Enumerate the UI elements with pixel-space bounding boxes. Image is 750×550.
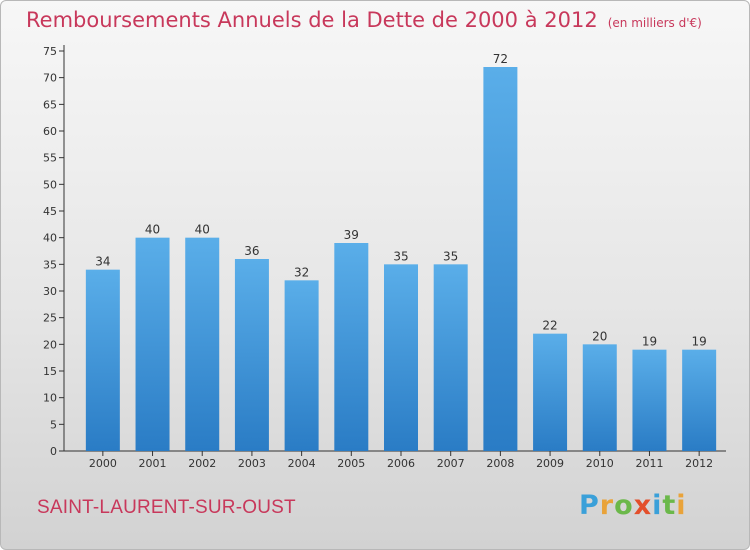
data-label: 36 [244, 244, 259, 258]
bar [433, 264, 468, 451]
x-tick-label: 2003 [238, 457, 266, 470]
y-tick-label: 15 [43, 365, 57, 378]
x-tick-label: 2012 [685, 457, 713, 470]
x-tick-label: 2010 [586, 457, 614, 470]
y-tick-label: 40 [43, 232, 57, 245]
data-label: 34 [95, 255, 110, 269]
place-name: SAINT-LAURENT-SUR-OUST [37, 497, 296, 518]
y-tick-label: 60 [43, 125, 57, 138]
data-label: 40 [195, 223, 210, 237]
data-label: 20 [592, 329, 607, 343]
logo-letter: i [652, 490, 663, 521]
logo-letter: t [662, 490, 677, 521]
logo-letter: x [633, 490, 653, 521]
bar [483, 67, 518, 451]
bars [85, 67, 717, 451]
logo-letter: i [676, 490, 687, 521]
y-tick-label: 75 [43, 45, 57, 58]
logo-letter: r [599, 490, 615, 521]
data-label: 32 [294, 265, 309, 279]
logo-letter: P [579, 490, 600, 521]
bar [533, 333, 568, 451]
y-tick-label: 45 [43, 205, 57, 218]
x-tick-label: 2006 [387, 457, 415, 470]
x-tick-label: 2009 [536, 457, 564, 470]
logo-letter: o [614, 490, 634, 521]
data-label: 72 [493, 52, 508, 66]
data-label: 19 [642, 335, 657, 349]
chart-title-text: Remboursements Annuels de la Dette de 20… [26, 8, 598, 32]
bar [234, 259, 269, 451]
bar [334, 243, 369, 451]
axes: 0 5 10 15 20 25 30 35 40 45 50 55 60 65 70 75 2000 2001 20… [43, 45, 726, 470]
x-tick-label: 2008 [486, 457, 514, 470]
y-tick-label: 70 [43, 72, 57, 85]
data-label: 35 [393, 249, 408, 263]
x-tick-label: 2002 [188, 457, 216, 470]
bar [384, 264, 418, 451]
data-label: 19 [692, 335, 707, 349]
bar [85, 269, 120, 451]
x-tick-label: 2000 [89, 457, 117, 470]
data-label: 35 [443, 249, 458, 263]
y-tick-label: 20 [43, 338, 57, 351]
chart-title: Remboursements Annuels de la Dette de 20… [26, 8, 702, 32]
bar [185, 237, 220, 451]
y-tick-label: 65 [43, 98, 57, 111]
bar [135, 237, 170, 451]
x-tick-label: 2001 [139, 457, 167, 470]
y-tick-label: 0 [50, 445, 57, 458]
y-tick-label: 25 [43, 312, 57, 325]
y-tick-label: 55 [43, 152, 57, 165]
bar [582, 344, 617, 451]
bar [284, 280, 319, 451]
unit-note: (en milliers d'€) [607, 16, 702, 30]
y-tick-label: 50 [43, 178, 57, 191]
x-tick-label: 2005 [337, 457, 365, 470]
x-tick-label: 2011 [635, 457, 663, 470]
y-tick-label: 35 [43, 258, 57, 271]
data-label: 40 [145, 223, 160, 237]
x-tick-label: 2007 [437, 457, 465, 470]
proxiti-logo: Proxiti [579, 490, 687, 521]
x-tick-label: 2004 [288, 457, 316, 470]
y-tick-label: 30 [43, 285, 57, 298]
y-tick-label: 5 [50, 418, 57, 431]
data-label: 22 [542, 319, 557, 333]
value-labels: 34 40 40 36 32 39 35 35 72 22 20 19 19 [95, 52, 707, 349]
bar [632, 349, 667, 451]
y-tick-label: 10 [43, 392, 57, 405]
data-label: 39 [344, 228, 359, 242]
bar [682, 349, 717, 451]
